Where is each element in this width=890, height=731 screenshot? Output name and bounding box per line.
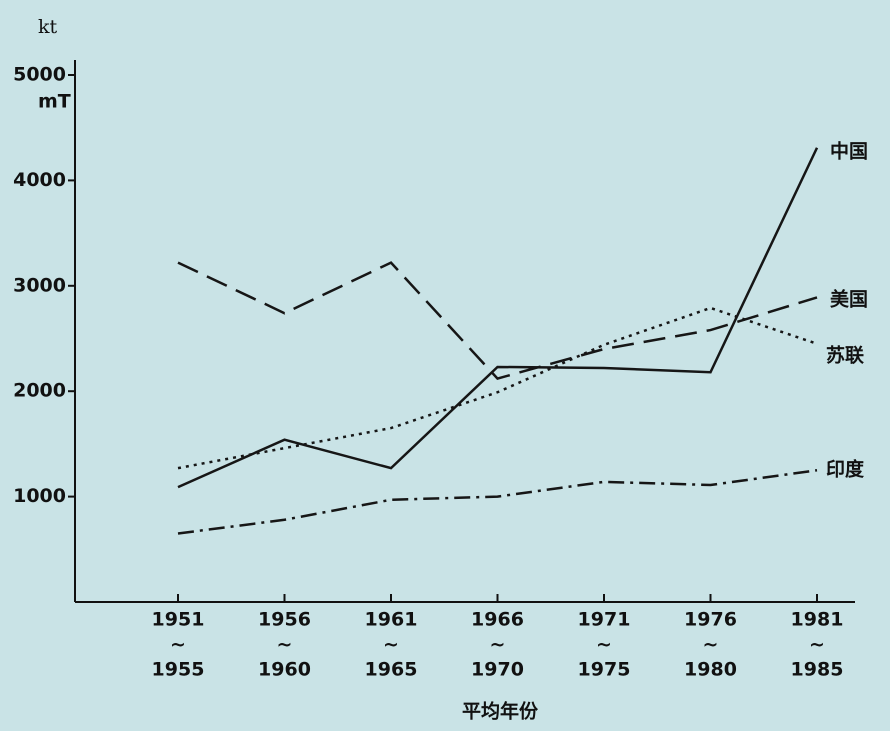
x-tick-label: 1951 xyxy=(152,609,205,631)
y-tick-label: 3000 xyxy=(13,274,66,296)
x-tick-label: 1961 xyxy=(365,609,418,631)
x-tick-label: ~ xyxy=(490,634,506,656)
x-tick-label: 1981 xyxy=(791,609,844,631)
x-tick-label: ~ xyxy=(809,634,825,656)
x-tick-label: ~ xyxy=(383,634,399,656)
x-tick-label: 1971 xyxy=(578,609,631,631)
x-tick-label: 1956 xyxy=(258,609,311,631)
series-label: 美国 xyxy=(830,288,868,311)
x-tick-label: 1966 xyxy=(471,609,524,631)
x-axis-label: 平均年份 xyxy=(462,700,539,723)
y-unit-top: kt xyxy=(38,16,58,38)
x-tick-label: ~ xyxy=(596,634,612,656)
y-tick-label: 2000 xyxy=(13,380,66,402)
x-tick-label: 1970 xyxy=(471,659,524,681)
series-line xyxy=(177,147,819,489)
series-label: 中国 xyxy=(830,140,868,163)
x-tick-label: 1985 xyxy=(791,659,844,681)
series-line xyxy=(177,306,818,470)
x-tick-label: 1960 xyxy=(258,659,311,681)
y-tick-label: 1000 xyxy=(13,485,66,507)
series-line xyxy=(177,261,818,380)
y-tick-label: 4000 xyxy=(13,169,66,191)
series-label: 印度 xyxy=(826,458,865,481)
x-tick-label: 1965 xyxy=(365,659,418,681)
series-label: 苏联 xyxy=(826,344,864,367)
x-tick-label: ~ xyxy=(170,634,186,656)
x-tick-label: ~ xyxy=(277,634,293,656)
y-unit-bottom: mT xyxy=(38,91,71,113)
x-tick-label: 1976 xyxy=(684,609,737,631)
x-tick-label: 1980 xyxy=(684,659,737,681)
y-tick-label: 5000 xyxy=(13,64,66,86)
x-tick-label: 1955 xyxy=(152,659,205,681)
x-tick-label: ~ xyxy=(703,634,719,656)
series-line xyxy=(177,469,818,535)
x-tick-label: 1975 xyxy=(578,659,631,681)
